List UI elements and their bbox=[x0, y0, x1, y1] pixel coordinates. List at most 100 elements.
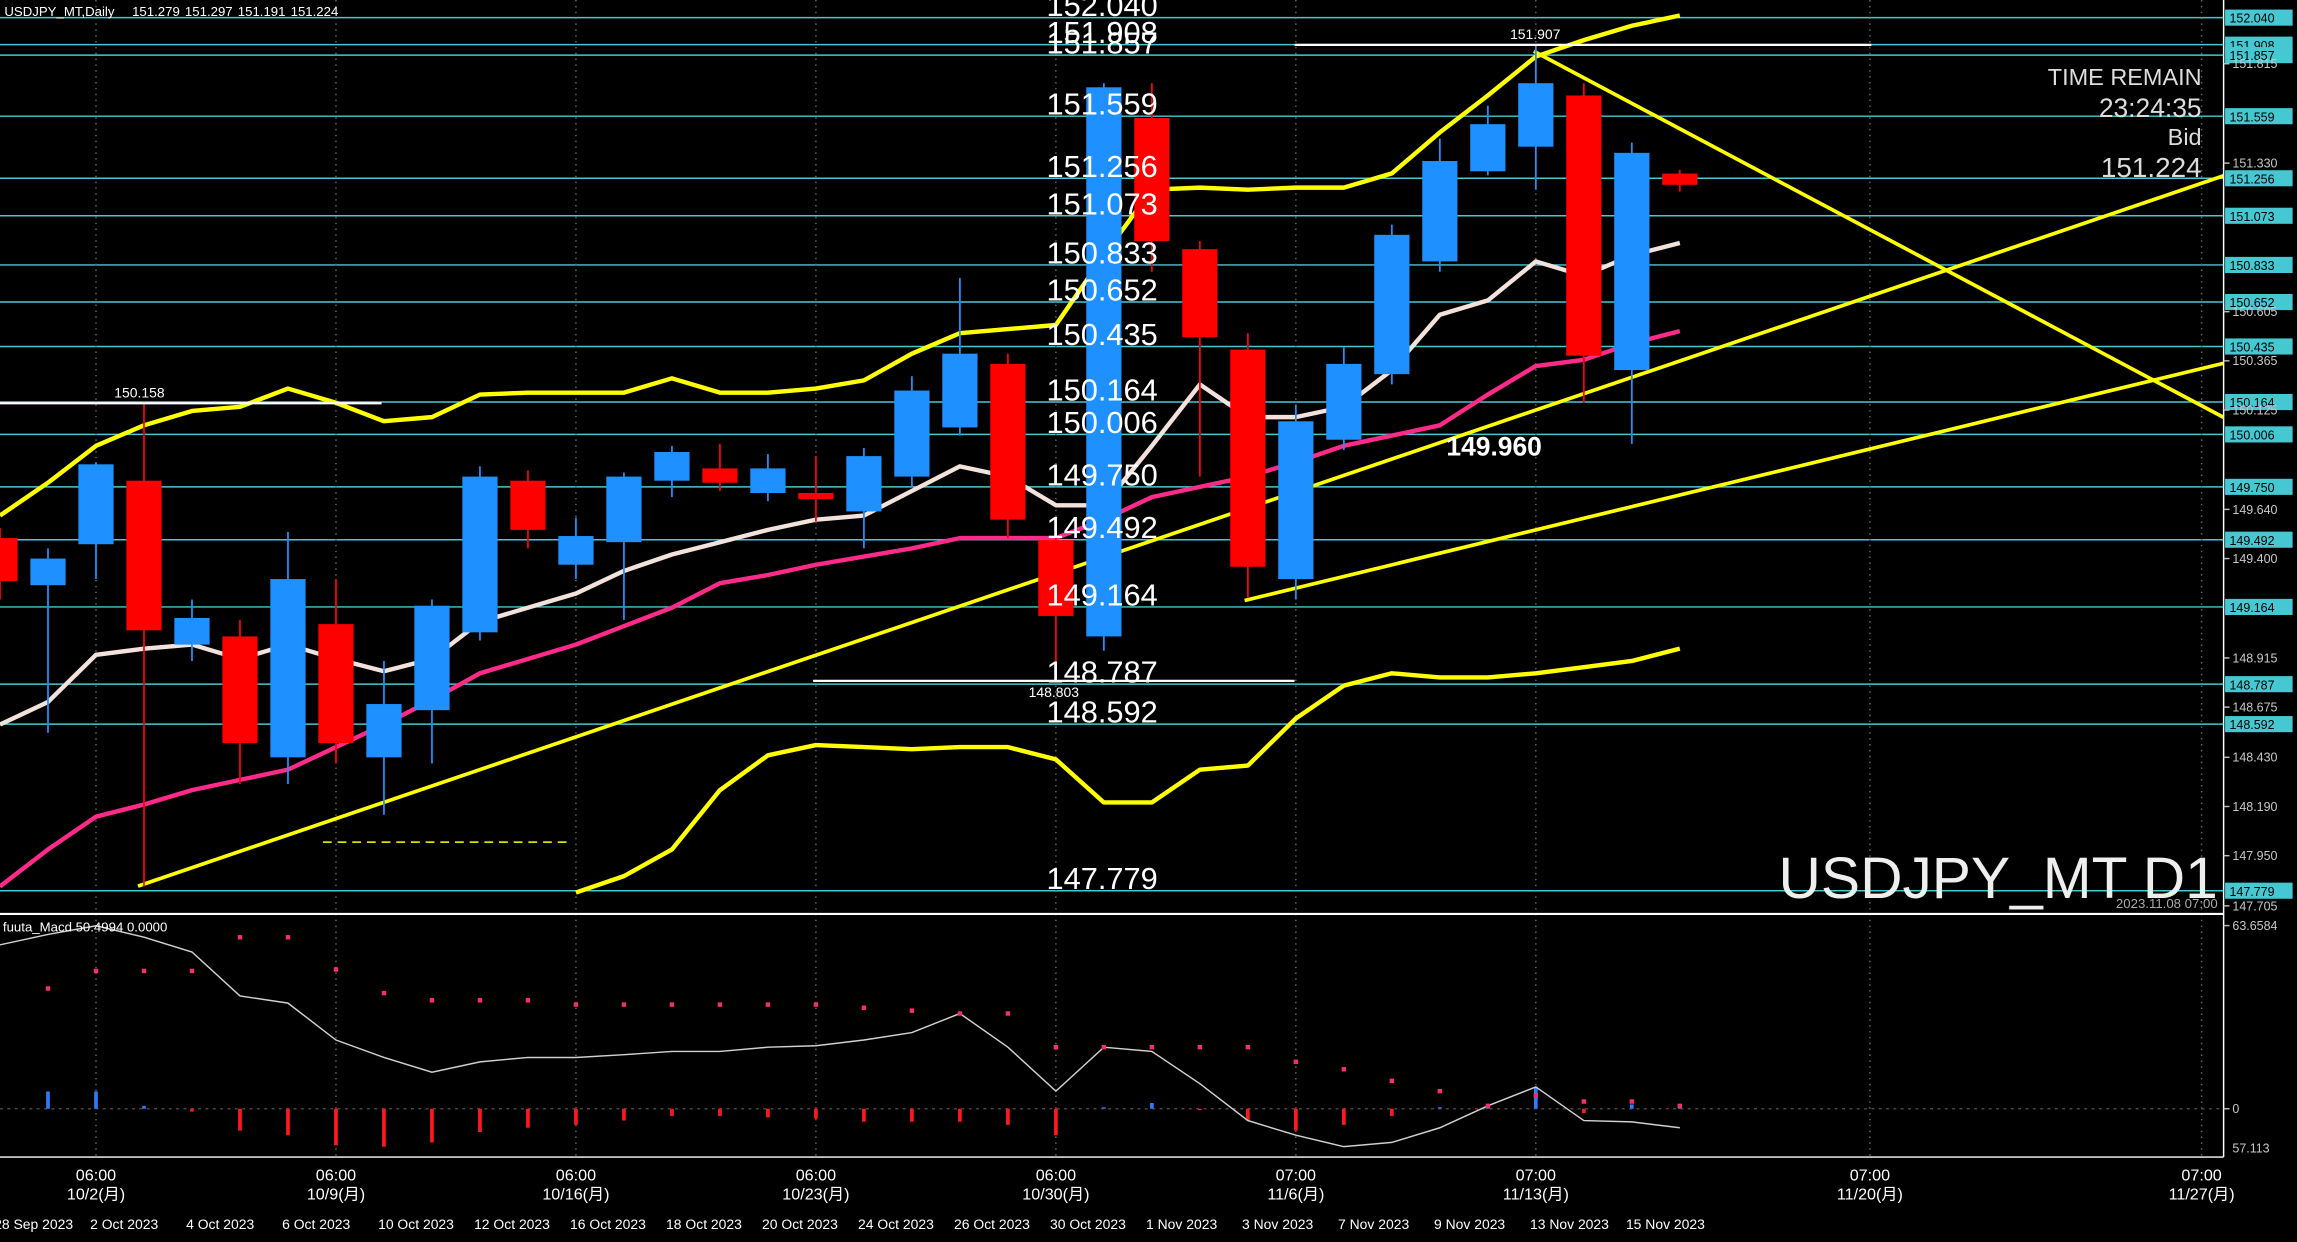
signal-dot bbox=[429, 998, 435, 1003]
signal-dot bbox=[93, 968, 99, 974]
candle-body bbox=[1086, 87, 1122, 637]
candle-body bbox=[366, 704, 402, 758]
y-tick-label: 151.815 bbox=[2232, 57, 2277, 71]
bid-label: Bid bbox=[2168, 124, 2202, 150]
candle-body bbox=[222, 636, 258, 743]
signal-dot bbox=[45, 986, 51, 991]
x-tick-label: 6 Oct 2023 bbox=[282, 1216, 350, 1232]
candle-body bbox=[1614, 152, 1650, 371]
header-ohlc: 151.297 bbox=[185, 4, 233, 19]
candle-body bbox=[606, 476, 642, 543]
signal-dot bbox=[669, 1002, 675, 1007]
axis-level-label: 150.164 bbox=[2229, 396, 2274, 410]
candle-body bbox=[1038, 540, 1074, 616]
watermark-time: 2023.11.08 07:00 bbox=[2116, 896, 2218, 911]
candle-body bbox=[558, 536, 594, 565]
time-remain: 23:24:35 bbox=[2099, 93, 2202, 123]
signal-dot bbox=[813, 1002, 819, 1007]
y-tick-label: 149.640 bbox=[2232, 503, 2277, 517]
y-tick-label: 150.125 bbox=[2232, 403, 2277, 417]
separator-date: 10/9(月) bbox=[307, 1186, 365, 1204]
level-label: 151.256 bbox=[1046, 149, 1157, 184]
x-tick-label: 18 Oct 2023 bbox=[666, 1216, 742, 1232]
axis-level-box bbox=[2225, 108, 2293, 125]
level-label: 151.559 bbox=[1046, 87, 1157, 122]
axis-level-label: 150.435 bbox=[2229, 341, 2274, 355]
y-tick-label: 148.675 bbox=[2232, 701, 2277, 715]
axis-level-label: 151.073 bbox=[2229, 210, 2274, 224]
candle-body bbox=[78, 464, 114, 545]
signal-dot bbox=[1005, 1011, 1011, 1016]
candle-body bbox=[0, 538, 18, 582]
level-label: 152.040 bbox=[1046, 0, 1157, 23]
separator-date: 11/6(月) bbox=[1267, 1186, 1324, 1204]
signal-dot bbox=[1197, 1044, 1203, 1050]
axis-level-label: 151.256 bbox=[2229, 172, 2274, 186]
signal-dot bbox=[1053, 1044, 1059, 1050]
axis-level-label: 148.592 bbox=[2229, 718, 2274, 732]
axis-level-label: 147.779 bbox=[2229, 885, 2274, 899]
level-label: 149.164 bbox=[1046, 577, 1157, 612]
min-label: 57.113 bbox=[2232, 1142, 2269, 1156]
axis-level-label: 152.040 bbox=[2229, 12, 2274, 26]
axis-level-box bbox=[2225, 598, 2293, 615]
candle-body bbox=[270, 579, 306, 758]
level-label: 150.164 bbox=[1046, 373, 1157, 408]
candle-body bbox=[510, 480, 546, 530]
indicator-line bbox=[0, 13, 1681, 518]
signal-dot bbox=[477, 998, 483, 1003]
axis-level-box bbox=[2225, 170, 2293, 187]
signal-dot bbox=[1437, 1088, 1443, 1094]
candle-body bbox=[1566, 95, 1602, 356]
signal-dot bbox=[573, 1002, 579, 1007]
axis-level-box bbox=[2225, 256, 2293, 273]
separator-time: 06:00 bbox=[316, 1167, 356, 1185]
candle-body bbox=[1662, 173, 1698, 185]
candle-body bbox=[846, 456, 882, 512]
indicator-title: fuuta_Macd 50.4994 0.0000 bbox=[3, 920, 167, 935]
candle-body bbox=[990, 363, 1026, 520]
candle-body bbox=[1326, 363, 1362, 440]
x-tick-label: 1 Nov 2023 bbox=[1146, 1216, 1217, 1232]
level-label: 150.833 bbox=[1046, 236, 1157, 271]
signal-dot bbox=[1341, 1067, 1347, 1072]
separator-time: 06:00 bbox=[76, 1167, 116, 1185]
y-tick-label: 149.400 bbox=[2232, 552, 2277, 566]
candle-body bbox=[1230, 349, 1266, 567]
axis-level-box bbox=[2225, 393, 2293, 411]
indicator-line bbox=[575, 646, 1681, 895]
candle-body bbox=[1422, 161, 1458, 262]
signal-dot bbox=[237, 935, 243, 940]
axis-level-label: 151.559 bbox=[2229, 110, 2274, 124]
x-tick-label: 4 Oct 2023 bbox=[186, 1216, 254, 1232]
level-label: 150.652 bbox=[1046, 273, 1157, 308]
y-tick-label: 148.915 bbox=[2232, 651, 2277, 665]
signal-dot bbox=[957, 1011, 963, 1016]
axis-level-box bbox=[2225, 882, 2293, 899]
candle-body bbox=[318, 624, 354, 743]
level-label: 147.779 bbox=[1046, 861, 1157, 896]
axis-level-box bbox=[2225, 478, 2293, 495]
x-tick-label: 3 Nov 2023 bbox=[1242, 1216, 1313, 1232]
candle-body bbox=[30, 558, 66, 586]
axis-level-label: 150.006 bbox=[2229, 429, 2274, 443]
level-label: 148.787 bbox=[1046, 655, 1157, 690]
separator-date: 11/13(月) bbox=[1503, 1186, 1569, 1204]
watermark: USDJPY_MT D1 bbox=[1779, 846, 2218, 911]
separator-time: 07:00 bbox=[2181, 1167, 2221, 1185]
candle-body bbox=[126, 480, 162, 631]
x-tick-label: 28 Sep 2023 bbox=[0, 1216, 73, 1232]
level-label: 151.857 bbox=[1046, 26, 1157, 61]
axis-level-box bbox=[2225, 293, 2293, 311]
candle-body bbox=[798, 492, 834, 500]
signal-dot bbox=[621, 1002, 627, 1007]
level-label: 151.908 bbox=[1046, 15, 1157, 50]
axis-level-label: 150.652 bbox=[2229, 296, 2274, 310]
signal-dot bbox=[1581, 1099, 1587, 1104]
price-object-label: 150.158 bbox=[114, 384, 165, 400]
axis-level-box bbox=[2225, 9, 2293, 26]
signal-dot bbox=[1245, 1044, 1251, 1050]
x-tick-label: 10 Oct 2023 bbox=[378, 1216, 454, 1232]
